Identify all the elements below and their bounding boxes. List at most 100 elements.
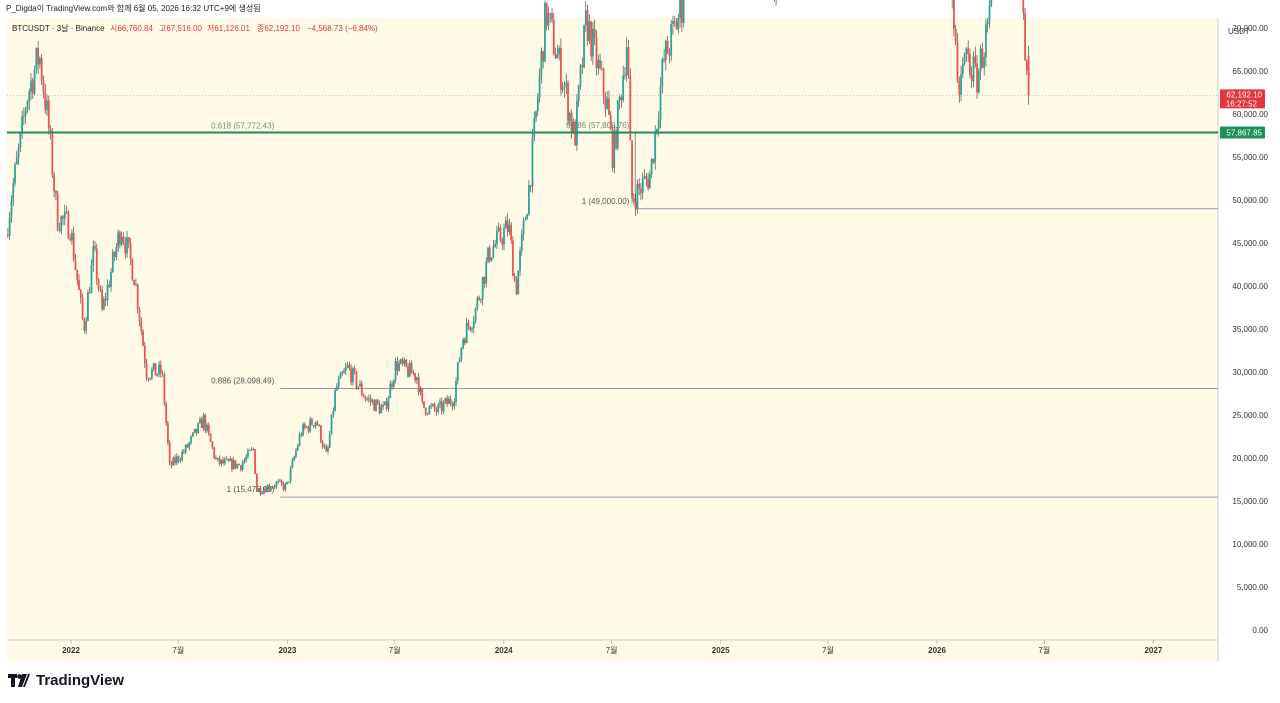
candle-down [421,388,424,402]
candle-down [183,451,185,453]
candle-up [528,185,530,215]
candle-up [156,373,159,376]
candle-down [273,486,276,488]
candle-up [117,232,120,247]
fib-level-label: 0.618 (57,772.43) [211,121,274,130]
candle-down [567,82,569,122]
candle-down [451,403,454,407]
candle-up [415,377,418,381]
candle-down [350,368,352,383]
countdown-label: 16:27:52 [1226,99,1258,108]
brand-name: TradingView [36,672,125,689]
y-tick-label: 50,000.00 [1232,196,1268,205]
candle-up [120,236,123,245]
candle-down [88,292,91,294]
candle-down [154,363,157,376]
candle-down [254,449,256,475]
candle-down [376,399,379,404]
candle-down [119,232,121,245]
candle-down [364,397,367,400]
plot-background[interactable] [7,18,1218,661]
candle-up [583,25,585,68]
candle-up [191,432,194,437]
candle-up [965,48,968,54]
candle-up [375,399,377,411]
candle-up [351,368,354,383]
candle-down [124,242,127,254]
candle-down [570,112,573,134]
candle-up [247,450,249,457]
candle-down [159,364,162,374]
candle-down [74,259,77,270]
candle-down [40,57,43,81]
support-price-badge[interactable] [1220,126,1265,139]
tradingview-brand[interactable]: TradingView [8,672,124,689]
y-tick-label: 10,000.00 [1232,540,1268,549]
candle-down [385,401,388,409]
candle-up [298,434,301,446]
y-tick-label: 25,000.00 [1232,411,1268,420]
y-tick-label: 15,000.00 [1232,497,1268,506]
candle-up [245,456,248,461]
candle-down [552,19,555,55]
candle-down [551,13,553,20]
candle-up [309,419,312,432]
fibonacci-retracement-layer[interactable]: 0 (126,199.63)0 (126,199.63)0.618 (57,77… [211,0,1218,498]
candle-down [97,279,100,289]
candle-down [200,419,203,429]
candle-up [232,460,235,470]
candle-up [295,450,297,457]
candle-up [380,406,383,414]
candle-up [398,363,401,371]
candle-down [174,457,176,463]
candle-down [186,444,189,448]
candle-up [494,244,497,247]
candle-down [321,441,324,448]
candle-up [30,80,32,92]
candle-down [207,424,210,434]
candle-down [981,48,984,68]
price-axis-background[interactable] [1218,18,1273,661]
candle-up [650,158,653,175]
candle-up [296,445,299,451]
candle-down [238,464,240,466]
candle-down [680,0,683,23]
candle-up [497,227,500,231]
candle-down [604,95,607,109]
candle-up [266,485,269,493]
legend-high: 고67,516.00 [159,24,203,33]
candle-up [544,2,546,62]
candle-up [657,119,660,130]
candle-up [481,276,484,300]
candle-down [634,201,637,210]
candle-up [46,100,48,110]
candle-down [95,248,98,280]
candle-up [636,183,639,210]
candle-down [239,465,242,470]
candle-down [318,425,320,426]
candle-up [279,480,281,482]
candle-down [967,48,970,55]
candle-up [328,434,331,448]
candle-down [599,59,601,69]
candle-up [986,21,989,25]
candle-up [565,82,568,86]
candle-down [478,297,481,300]
candle-down [129,243,132,260]
candle-down [499,227,502,241]
candle-up [988,6,991,22]
candle-up [522,220,525,235]
candle-up [471,328,473,330]
candle-up [330,414,333,435]
candle-down [574,121,577,146]
x-tick-label: 7월 [172,645,184,655]
candle-down [631,140,633,199]
candle-down [83,318,86,331]
candle-up [592,28,594,57]
current-price-badge[interactable] [1220,89,1265,109]
candle-up [670,24,673,56]
candle-down [204,414,207,431]
candle-up [270,488,272,490]
candle-up [456,362,459,382]
